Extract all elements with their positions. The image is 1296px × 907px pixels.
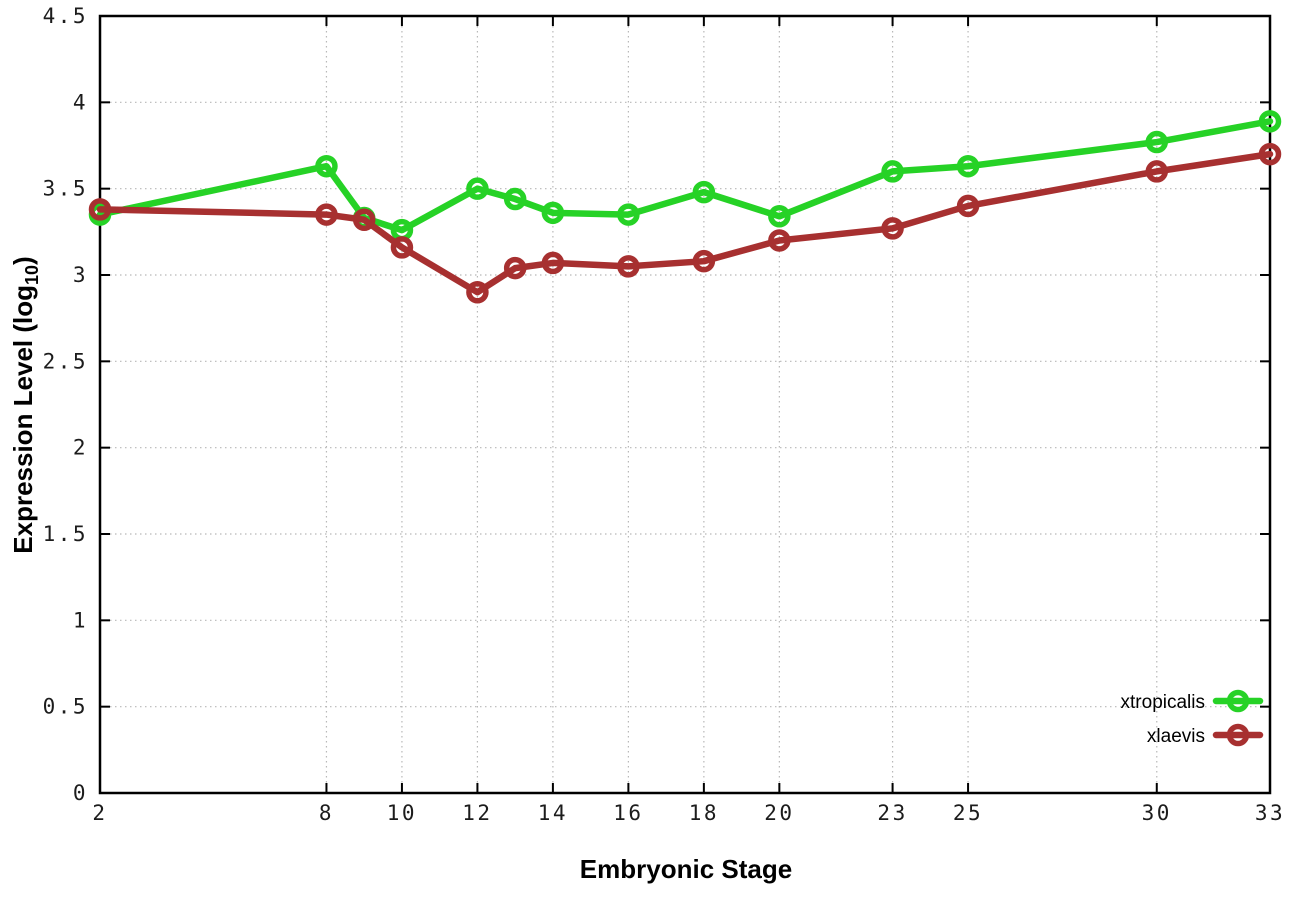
y-tick-label: 1.5 bbox=[43, 522, 88, 546]
data-point-xtropicalis bbox=[692, 180, 716, 204]
data-point-xlaevis bbox=[503, 256, 527, 280]
series-layer bbox=[88, 110, 1282, 304]
data-point-xtropicalis bbox=[768, 205, 791, 228]
legend-label-xlaevis: xlaevis bbox=[1147, 726, 1205, 747]
plot-border-layer bbox=[98, 14, 1272, 795]
y-axis-title-main: Expression Level (log bbox=[8, 285, 38, 554]
data-point-xlaevis bbox=[768, 229, 791, 252]
y-axis-title-end: ) bbox=[8, 256, 38, 265]
data-point-xtropicalis bbox=[503, 187, 527, 211]
x-tick-label: 14 bbox=[538, 801, 568, 825]
data-point-xlaevis bbox=[466, 281, 489, 304]
plot-border bbox=[98, 14, 1272, 795]
x-tick-label: 10 bbox=[387, 801, 417, 825]
x-tick-label: 23 bbox=[877, 801, 907, 825]
data-point-xtropicalis bbox=[315, 154, 338, 178]
y-tick-label: 3 bbox=[73, 263, 88, 287]
legend-marker-xlaevis bbox=[1226, 723, 1250, 747]
data-point-xlaevis bbox=[352, 208, 376, 231]
legend: xtropicalis xlaevis bbox=[1121, 689, 1264, 747]
data-point-xlaevis bbox=[617, 255, 640, 278]
data-point-xtropicalis bbox=[881, 160, 904, 183]
x-tick-label: 33 bbox=[1255, 801, 1285, 825]
x-tick-label: 20 bbox=[764, 801, 794, 825]
data-point-xlaevis bbox=[692, 249, 716, 273]
y-tick-label: 4.5 bbox=[43, 4, 88, 28]
y-tick-label: 0.5 bbox=[43, 695, 88, 719]
y-tick-label: 0 bbox=[73, 781, 88, 805]
x-tick-label: 16 bbox=[613, 801, 643, 825]
x-tick-label: 18 bbox=[689, 801, 719, 825]
data-point-xlaevis bbox=[956, 194, 980, 218]
y-tick-label: 1 bbox=[73, 608, 88, 632]
grid-layer bbox=[99, 15, 1271, 794]
x-tick-label: 12 bbox=[462, 801, 492, 825]
data-point-xlaevis bbox=[1258, 142, 1282, 166]
data-point-xlaevis bbox=[88, 198, 112, 221]
y-tick-label: 3.5 bbox=[43, 177, 88, 201]
data-point-xtropicalis bbox=[1258, 110, 1282, 133]
y-axis-title: Expression Level (log10) bbox=[8, 256, 42, 553]
y-axis-title-subscript: 10 bbox=[22, 265, 42, 285]
x-tick-label: 25 bbox=[953, 801, 983, 825]
x-tick-label: 30 bbox=[1142, 801, 1172, 825]
legend-label-xtropicalis: xtropicalis bbox=[1121, 692, 1205, 713]
data-point-xtropicalis bbox=[1145, 130, 1169, 154]
data-point-xlaevis bbox=[541, 251, 565, 275]
data-point-xtropicalis bbox=[617, 203, 640, 226]
data-point-xlaevis bbox=[390, 236, 414, 259]
data-point-xtropicalis bbox=[541, 201, 565, 225]
data-point-xtropicalis bbox=[956, 154, 980, 178]
y-tick-label: 2.5 bbox=[43, 349, 88, 373]
data-point-xlaevis bbox=[315, 203, 338, 226]
y-tick-label: 4 bbox=[73, 90, 88, 114]
y-tick-label: 2 bbox=[73, 436, 88, 460]
legend-marker-xtropicalis bbox=[1226, 689, 1250, 713]
data-point-xtropicalis bbox=[466, 177, 489, 200]
data-point-xlaevis bbox=[881, 217, 904, 240]
data-point-xlaevis bbox=[1145, 160, 1169, 183]
tick-label-layer: 2 8 10 12 14 16 18 20 23 25 30 33 0 0.5 1 1.5 2 2.5 3 3.5 4 4… bbox=[43, 4, 1285, 825]
x-tick-label: 8 bbox=[319, 801, 334, 825]
x-axis-title: Embryonic Stage bbox=[580, 854, 792, 884]
x-tick-label: 2 bbox=[92, 801, 107, 825]
